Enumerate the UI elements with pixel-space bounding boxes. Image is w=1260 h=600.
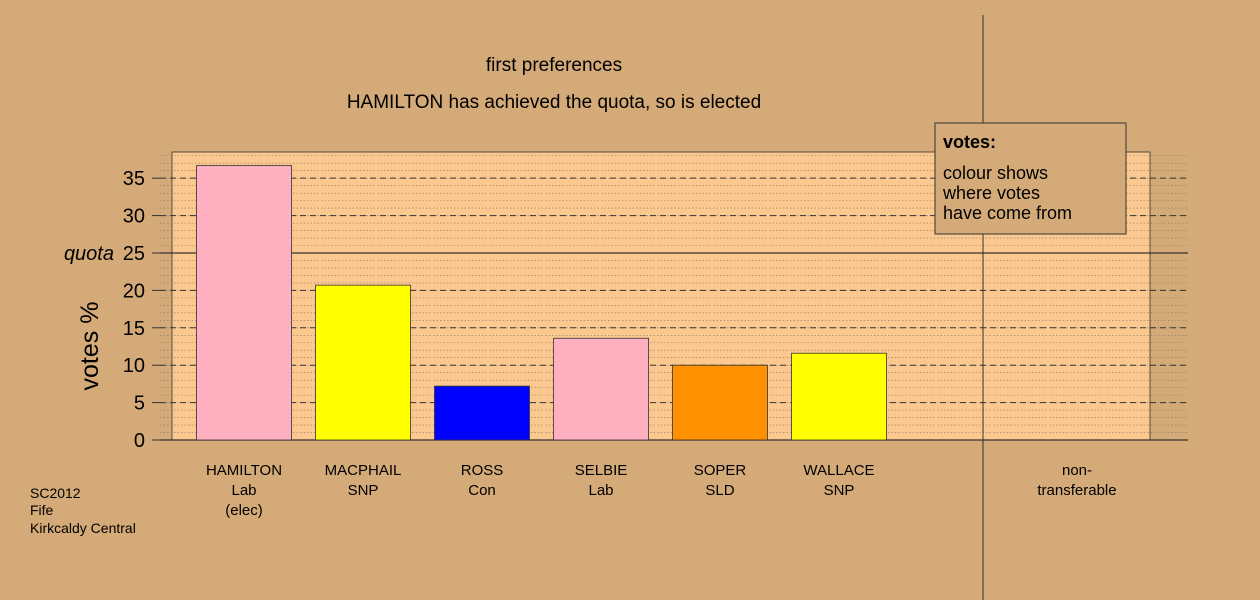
- y-tick-label: 10: [123, 355, 145, 377]
- x-tick-label: MACPHAIL: [325, 462, 402, 479]
- bars: [196, 165, 887, 441]
- legend-text: have come from: [943, 203, 1072, 223]
- footer: SC2012: [30, 485, 81, 501]
- x-tick-label: Lab: [588, 482, 613, 499]
- x-tick-label: SNP: [348, 482, 379, 499]
- x-tick-label: (elec): [225, 502, 263, 519]
- bar: [672, 364, 768, 441]
- x-tick-label: HAMILTON: [206, 462, 282, 479]
- bar: [196, 165, 292, 441]
- y-tick-label: 5: [134, 393, 145, 415]
- y-tick-label: 35: [123, 168, 145, 190]
- bar: [791, 352, 887, 441]
- footer: Fife: [30, 502, 54, 518]
- y-tick-label: 15: [123, 318, 145, 340]
- x-tick-label: Con: [468, 482, 496, 499]
- footer: Kirkcaldy Central: [30, 520, 136, 536]
- x-tick-label: non-: [1062, 462, 1092, 479]
- legend-text: where votes: [942, 183, 1040, 203]
- x-tick-label: Lab: [231, 482, 256, 499]
- bar: [553, 337, 649, 441]
- y-tick-label: 30: [123, 206, 145, 228]
- y-axis-label: votes %: [76, 302, 104, 391]
- x-tick-label: SOPER: [694, 462, 747, 479]
- bar: [434, 385, 530, 441]
- legend-title: votes:: [943, 132, 996, 152]
- x-tick-label: SELBIE: [575, 462, 628, 479]
- chart-title: first preferences: [486, 55, 622, 76]
- legend-box: [934, 122, 1127, 235]
- bar: [315, 284, 411, 441]
- chart-subtitle: HAMILTON has achieved the quota, so is e…: [347, 92, 761, 113]
- y-tick-label: 20: [123, 280, 145, 302]
- quota-label: quota: [64, 243, 114, 265]
- y-tick-label: 0: [134, 430, 145, 452]
- x-tick-label: SNP: [824, 482, 855, 499]
- x-tick-label: ROSS: [461, 462, 504, 479]
- x-tick-label: transferable: [1037, 482, 1116, 499]
- legend-text: colour shows: [943, 163, 1048, 183]
- x-tick-label: WALLACE: [803, 462, 874, 479]
- legend: votes: colour shows where votes have com…: [934, 122, 1127, 235]
- x-tick-label: SLD: [705, 482, 734, 499]
- y-tick-label: 25: [123, 243, 145, 265]
